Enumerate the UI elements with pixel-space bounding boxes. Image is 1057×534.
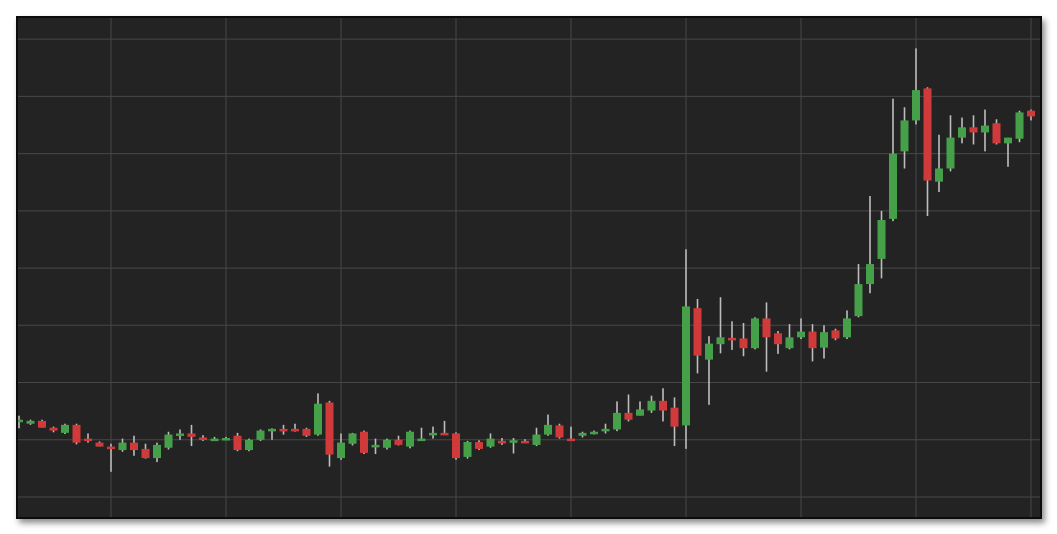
candle-body-down [762,318,771,338]
candle-body-up [245,439,253,451]
candle-body-down [38,420,46,428]
candle-body-down [670,407,679,427]
candle-body-up [866,264,874,285]
candle-body-up [636,409,644,416]
candle-body-down [624,412,633,420]
candle-body-up [647,400,656,411]
candle-body-down [728,337,736,341]
candle-body-up [1004,137,1012,144]
candle-body-up [682,306,690,426]
candle-body-up [900,120,909,152]
candle-body-down [141,448,150,459]
candle-body-down [130,442,138,451]
candle-body-up [578,432,587,436]
candle-body-down [291,428,299,432]
candle-body-down [187,433,196,437]
chart-svg [18,18,1040,517]
candle-body-down [739,338,748,349]
candle-body-down [808,331,817,349]
candle-body-up [751,318,759,349]
candle-body-up [153,444,161,459]
candle-body-up [785,337,794,349]
candle-body-up [509,440,518,443]
candle-body-down [302,428,311,436]
candle-body-up [256,430,265,440]
candle-body-down [440,432,449,436]
candle-body-down [969,127,978,133]
candle-body-down [521,440,529,444]
candle-body-down [498,440,506,444]
candle-body-up [797,331,805,338]
candle-body-down [555,425,564,438]
candle-body-up [406,431,414,447]
candle-body-down [693,308,702,356]
candle-body-up [946,137,955,169]
candle-body-down [72,424,81,443]
candle-body-up [820,332,828,348]
candle-body-down [95,442,104,447]
candle-body-up [843,318,851,338]
candlestick-chart [16,16,1042,519]
candle-body-down [659,400,667,411]
candle-body-up [371,444,380,448]
candle-body-down [1027,110,1035,117]
candle-body-up [164,434,173,448]
candle-body-up [429,432,437,436]
candle-body-up [18,419,23,423]
candle-body-up [348,433,357,444]
candle-body-up [268,428,276,432]
candle-body-down [199,437,207,440]
candle-body-down [567,438,575,442]
candle-body-up [613,412,621,430]
candle-body-down [831,330,840,339]
candle-body-down [475,442,483,449]
candle-body-up [118,442,127,451]
candle-body-up [61,424,69,433]
candle-body-up [26,420,35,424]
candle-body-down [279,428,288,432]
candle-body-up [877,220,886,259]
candle-body-up [532,434,541,445]
candle-body-up [463,442,472,457]
candle-body-up [337,442,345,459]
candle-body-up [176,433,184,436]
candle-body-up [912,90,920,121]
candle-body-up [210,438,219,442]
candle-body-up [590,431,598,435]
candle-body-up [705,343,713,360]
candle-body-down [360,431,368,453]
candle-body-down [923,88,932,181]
candle-body-down [992,123,1001,144]
candle-body-down [107,446,115,450]
candle-body-down [394,439,403,445]
candle-body-down [452,433,460,459]
candle-body-down [49,427,58,431]
candle-body-up [486,438,495,447]
candle-body-up [1015,112,1024,139]
candle-body-up [889,153,897,219]
candle-body-down [84,438,92,442]
candle-body-up [981,125,989,133]
candle-body-down [233,435,242,451]
candle-body-up [935,168,943,182]
candle-body-up [544,424,552,435]
candle-body-up [417,438,426,442]
candle-body-up [958,127,966,138]
candle-body-up [601,428,610,432]
candle-body-up [314,403,322,435]
candle-body-up [716,337,725,345]
candle-body-up [383,439,391,448]
candle-body-up [854,284,863,317]
candle-body-up [222,438,230,441]
candle-body-down [325,402,334,455]
candle-body-down [774,333,782,345]
